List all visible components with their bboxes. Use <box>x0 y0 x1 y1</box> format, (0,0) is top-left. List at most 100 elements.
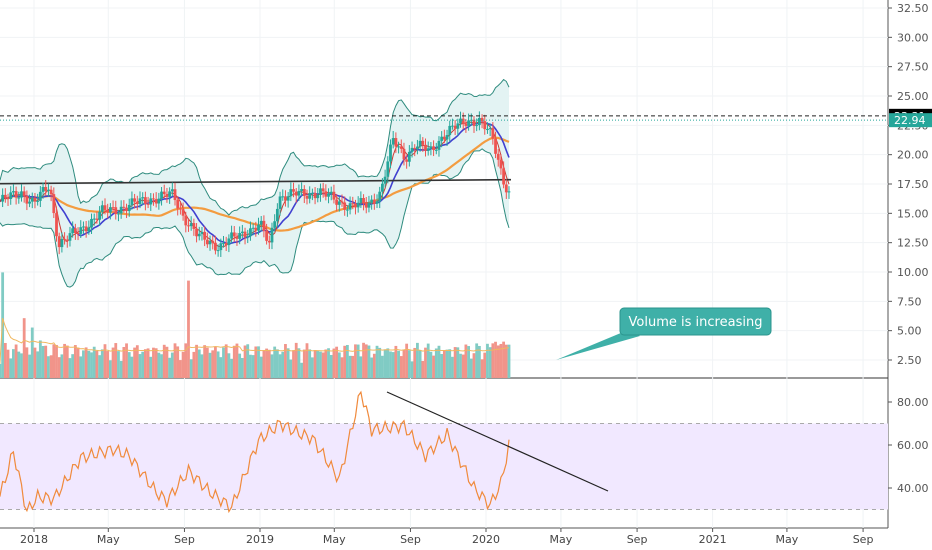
candle-body <box>507 191 511 193</box>
candle-body <box>200 231 204 234</box>
candle-body <box>467 120 471 126</box>
candle-body <box>440 136 444 141</box>
time-tick-label: 2020 <box>472 533 500 546</box>
volume-bar <box>292 350 295 378</box>
candle-body <box>348 203 352 210</box>
volume-bar <box>464 344 468 378</box>
price-tick-label: 32.50 <box>897 2 929 15</box>
volume-bar <box>14 344 18 378</box>
candle-body <box>232 232 236 237</box>
candle-body <box>214 242 217 251</box>
time-tick-label: 2019 <box>246 533 274 546</box>
volume-bar <box>119 360 123 378</box>
candle-body <box>332 191 336 200</box>
candle-body <box>60 238 64 248</box>
volume-bar <box>413 347 417 378</box>
candle-body <box>176 200 180 209</box>
candle-body <box>275 208 279 222</box>
candle-body <box>424 144 427 151</box>
volume-bar <box>160 354 163 378</box>
time-tick-label: May <box>97 533 120 546</box>
volume-bar <box>340 357 344 378</box>
candle-body <box>453 125 457 129</box>
candle-body <box>224 242 228 246</box>
candle-body <box>389 144 392 162</box>
volume-bar <box>262 350 266 378</box>
candle-body <box>316 194 320 199</box>
volume-bar <box>57 357 61 378</box>
candle-body <box>273 221 277 228</box>
candle-body <box>345 209 349 211</box>
candle-body <box>367 202 371 208</box>
candle-body <box>459 118 462 124</box>
candle-body <box>259 220 263 225</box>
candle-body <box>251 227 255 229</box>
candle-body <box>208 240 212 245</box>
volume-bar <box>440 354 444 378</box>
candle-body <box>87 227 91 232</box>
volume-bar <box>47 356 50 378</box>
candle-body <box>25 195 29 204</box>
candle-body <box>216 250 220 252</box>
candle-body <box>451 125 454 127</box>
price-tag: 22.94 <box>889 113 932 128</box>
candle-body <box>405 159 409 162</box>
candle-body <box>394 138 398 147</box>
candles <box>1 111 511 257</box>
volume-bar <box>302 349 306 378</box>
volume-bar <box>310 357 314 378</box>
volume-bar <box>259 356 263 378</box>
volume-bar <box>76 347 80 378</box>
candle-body <box>133 198 137 202</box>
volume-bar <box>149 356 153 378</box>
candle-body <box>173 189 177 201</box>
candle-body <box>281 196 285 198</box>
volume-bar <box>437 345 441 378</box>
volume-callout: Volume is increasing <box>556 307 772 360</box>
candle-body <box>211 240 215 243</box>
volume-bar <box>141 351 145 378</box>
volume-bar <box>106 351 110 378</box>
candle-body <box>421 140 425 145</box>
candle-body <box>413 147 417 150</box>
candle-body <box>162 191 166 195</box>
volume-bar <box>90 352 93 378</box>
candle-body <box>127 204 131 212</box>
volume-bar <box>483 352 487 378</box>
candle-body <box>372 199 376 204</box>
candle-body <box>14 191 18 198</box>
volume-bar <box>20 353 23 378</box>
candle-body <box>340 201 344 203</box>
candle-body <box>448 125 452 136</box>
candle-body <box>98 211 102 220</box>
volume-bar <box>224 344 228 378</box>
time-tick-label: Sep <box>853 533 874 546</box>
volume-bar <box>200 354 204 378</box>
volume-bar <box>230 358 233 378</box>
volume-bar <box>367 345 371 378</box>
time-tick-label: Sep <box>627 533 648 546</box>
candle-body <box>456 123 460 129</box>
volume-bar <box>30 327 34 378</box>
candle-body <box>297 191 301 196</box>
candle-body <box>92 218 96 220</box>
volume-bar <box>232 345 236 378</box>
volume-bar <box>499 343 503 378</box>
candle-body <box>170 189 174 192</box>
candle-body <box>494 138 497 154</box>
rsi-trendline <box>386 391 609 492</box>
volume-bar <box>448 349 452 378</box>
volume-bar <box>187 280 190 378</box>
candle-body <box>386 161 390 177</box>
candle-body <box>100 205 104 212</box>
candle-body <box>445 135 449 140</box>
volume-bar <box>146 348 150 378</box>
volume-bar <box>165 346 169 378</box>
volume-bar <box>432 355 435 378</box>
candle-body <box>351 203 355 205</box>
candle-body <box>189 223 193 227</box>
volume-bar <box>456 347 460 378</box>
candle-body <box>1 194 5 202</box>
volume-bar <box>418 350 422 378</box>
